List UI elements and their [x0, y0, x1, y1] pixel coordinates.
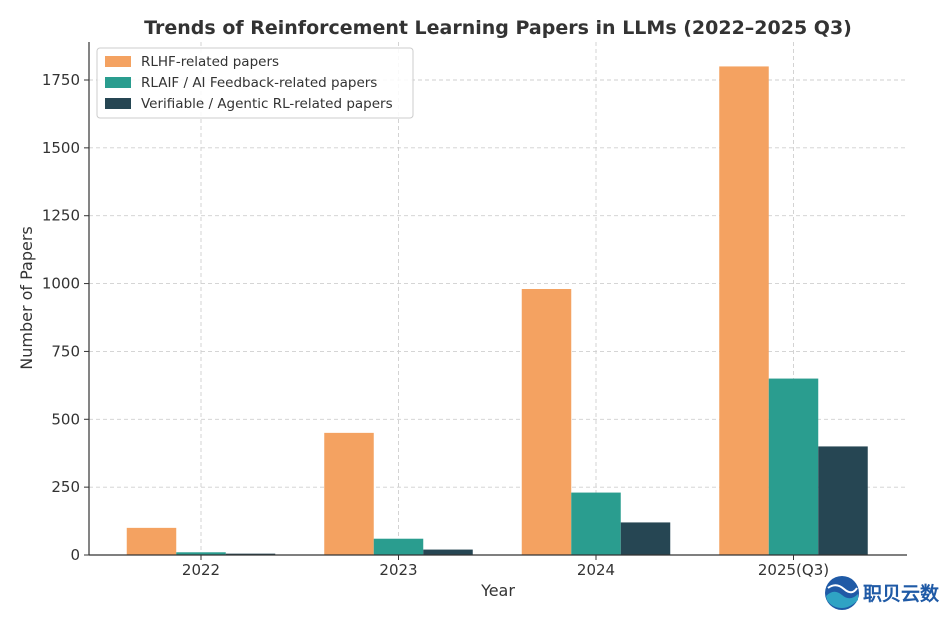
- y-axis-label: Number of Papers: [17, 226, 36, 370]
- y-tick-label: 250: [51, 478, 80, 496]
- x-tick-label: 2025(Q3): [758, 561, 829, 579]
- legend-label-verifiable: Verifiable / Agentic RL-related papers: [141, 96, 393, 112]
- legend-swatch-verifiable: [105, 98, 131, 109]
- watermark-text: 职贝云数: [863, 582, 940, 605]
- bar-verifiable-2025q3: [818, 446, 868, 555]
- y-tick-label: 500: [51, 410, 80, 428]
- y-tick-label: 1750: [42, 71, 80, 89]
- x-axis-label: Year: [480, 581, 515, 600]
- y-tick-label: 1000: [42, 275, 80, 293]
- x-tick-label: 2022: [182, 561, 220, 579]
- y-tick-label: 750: [51, 342, 80, 360]
- legend-box: [96, 47, 414, 119]
- legend: RLHF-related papers RLAIF / AI Feedback-…: [96, 47, 414, 119]
- bar-rlaif-2023: [373, 538, 424, 555]
- bar-rlaif-2024: [571, 492, 621, 555]
- legend-label-rlaif: RLAIF / AI Feedback-related papers: [141, 75, 377, 91]
- y-tick-label: 1250: [42, 207, 80, 225]
- y-tick-label: 1500: [42, 139, 80, 157]
- bar-rlhf-2023: [324, 432, 374, 555]
- bar-rlaif-2022: [176, 552, 226, 555]
- bars: [126, 66, 868, 555]
- globe-wave-logo: [825, 576, 859, 610]
- x-ticks: 2022 2023 2024 2025(Q3): [182, 555, 829, 579]
- bar-rlhf-2022: [126, 527, 177, 555]
- bar-verifiable-2022: [225, 553, 276, 555]
- bar-verifiable-2024: [620, 522, 671, 555]
- bar-rlhf-2025q3: [719, 66, 769, 555]
- legend-swatch-rlhf: [105, 56, 131, 67]
- bar-verifiable-2023: [423, 549, 473, 555]
- legend-swatch-rlaif: [105, 77, 131, 88]
- bar-rlhf-2024: [521, 289, 572, 555]
- legend-label-rlhf: RLHF-related papers: [141, 54, 279, 70]
- y-tick-label: 0: [70, 546, 80, 564]
- chart-title: Trends of Reinforcement Learning Papers …: [144, 17, 852, 39]
- x-tick-label: 2023: [379, 561, 417, 579]
- bar-rlaif-2025q3: [768, 378, 819, 555]
- watermark: 职贝云数: [825, 576, 940, 610]
- x-tick-label: 2024: [577, 561, 615, 579]
- y-ticks: 0 250 500 750 1000 1250 1500 1750: [42, 71, 89, 564]
